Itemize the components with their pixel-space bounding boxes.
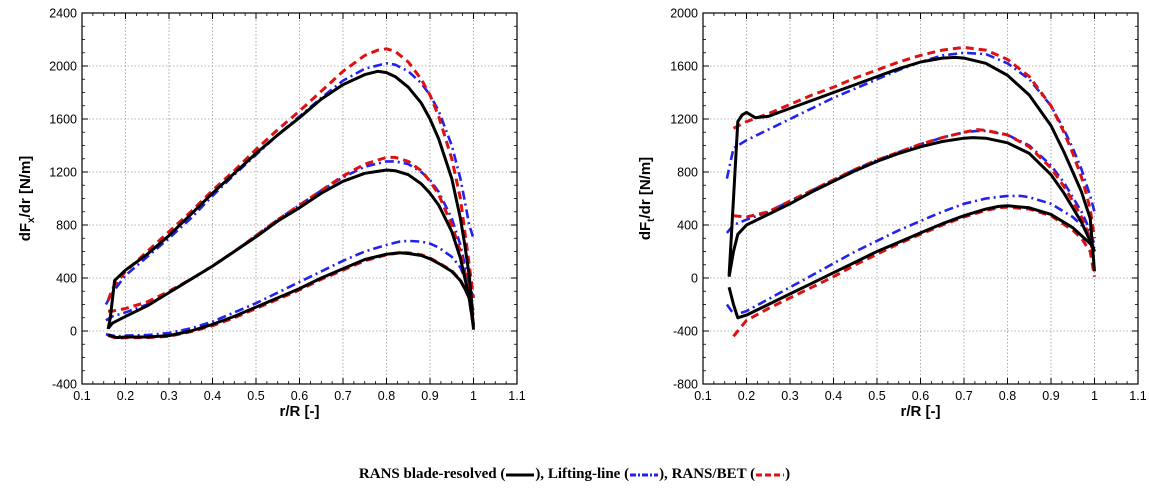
x-tick-label: 0.9	[421, 389, 438, 403]
x-tick-label: 0.3	[160, 389, 177, 403]
x-tick-label: 1.1	[508, 389, 525, 403]
series-line-rans-mid	[727, 136, 1096, 277]
x-tick-label: 0.7	[955, 389, 972, 403]
legend-entry-label: RANS blade-resolved (	[358, 466, 506, 482]
x-tick-label: 0.1	[694, 389, 711, 403]
legend-entry-bet: RANS/BET ()	[672, 466, 791, 482]
x-tick-label: 0.5	[247, 389, 264, 403]
legend-entry-label: Lifting-line (	[547, 466, 630, 482]
y-axis-label: dFx/dr [N/m]	[17, 156, 37, 242]
series-line-ll-low	[105, 239, 475, 338]
legend-entry-ll: Lifting-line (),	[548, 466, 668, 482]
x-tick-label: 0.7	[334, 389, 351, 403]
chart-2: 0.1 0.2 0.3 0.4 0.5 0.6 0.7 0.8 0.9 1 1.1 -800 -400 0…	[637, 7, 1147, 421]
y-tick-label: 1600	[670, 60, 698, 74]
x-tick-label: 1	[470, 389, 477, 403]
x-tick-label: 0.6	[912, 389, 929, 403]
y-tick-label: 400	[56, 272, 77, 286]
y-tick-label: 1200	[49, 166, 77, 180]
x-tick-label: 0.5	[868, 389, 885, 403]
legend-swatch-bet	[756, 473, 785, 477]
chart-1: 0.1 0.2 0.3 0.4 0.5 0.6 0.7 0.8 0.9 1 1.1 -400 0 400 8…	[17, 7, 526, 421]
x-tick-label: 0.6	[291, 389, 308, 403]
legend-entry-suffix: ),	[535, 466, 545, 482]
x-tick-label: 1	[1091, 389, 1098, 403]
y-tick-label: 800	[677, 166, 698, 180]
x-tick-label: 0.2	[117, 389, 134, 403]
legend: RANS blade-resolved (), Lifting-line (),…	[0, 466, 1149, 483]
x-tick-label: 0.8	[378, 389, 395, 403]
y-tick-label: 0	[691, 272, 698, 286]
legend-swatch-ll	[630, 473, 659, 477]
y-tick-label: 1600	[49, 113, 77, 127]
series-line-ll-mid	[725, 129, 1096, 246]
series-line-ll-high	[104, 62, 475, 306]
x-tick-label: 0.4	[825, 389, 842, 403]
series-line-rans-high	[106, 69, 475, 330]
y-tick-label: 2400	[49, 7, 77, 21]
legend-entry-rans: RANS blade-resolved (),	[359, 466, 544, 482]
x-tick-label: 0.2	[738, 389, 755, 403]
x-tick-label: 1.1	[1129, 389, 1146, 403]
y-tick-label: 2000	[670, 7, 698, 21]
legend-swatch-rans	[506, 473, 535, 477]
x-tick-label: 0.9	[1042, 389, 1059, 403]
y-tick-label: 400	[677, 219, 698, 233]
series-line-bet-high	[732, 45, 1096, 239]
series-line-rans-low	[107, 251, 475, 340]
series-line-rans-high	[727, 55, 1096, 276]
legend-entry-label: RANS/BET (	[671, 466, 756, 482]
series-line-bet-low	[732, 205, 1096, 338]
series-line-rans-low	[727, 204, 1096, 320]
legend-entry-suffix: ),	[659, 466, 668, 482]
x-axis-label: r/R [-]	[280, 403, 320, 420]
x-tick-label: 0.3	[781, 389, 798, 403]
y-tick-label: -400	[673, 325, 698, 339]
series-line-rans-mid	[106, 168, 475, 330]
y-axis-label: dFt/dr [N/m]	[637, 157, 657, 240]
y-tick-label: 1200	[670, 113, 698, 127]
series-line-bet-high	[106, 47, 475, 302]
x-tick-label: 0.4	[204, 389, 221, 403]
legend-entry-suffix: )	[785, 466, 791, 482]
y-tick-label: 2000	[49, 60, 77, 74]
series-line-bet-mid	[108, 155, 475, 319]
y-tick-label: 800	[56, 219, 77, 233]
x-tick-label: 0.1	[73, 389, 90, 403]
series-line-ll-high	[725, 51, 1096, 213]
y-tick-label: -800	[673, 378, 698, 392]
y-tick-label: -400	[52, 378, 77, 392]
series-line-ll-mid	[105, 160, 475, 322]
series-line-bet-mid	[733, 128, 1096, 266]
x-axis-label: r/R [-]	[901, 403, 941, 420]
x-tick-label: 0.8	[999, 389, 1016, 403]
series-line-ll-low	[725, 194, 1096, 316]
y-tick-label: 0	[70, 325, 77, 339]
